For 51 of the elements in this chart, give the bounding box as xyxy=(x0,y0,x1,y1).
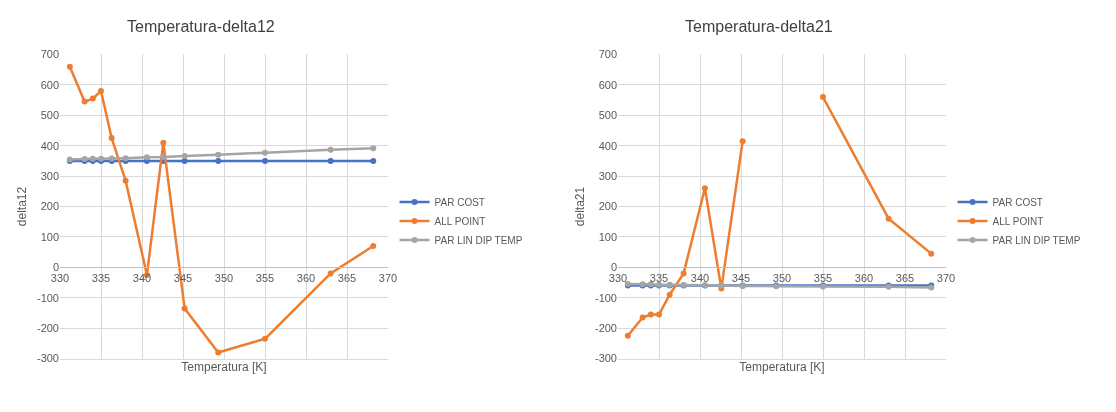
x-tick-label: 355 xyxy=(813,271,833,284)
legend-label: PAR LIN DIP TEMP xyxy=(992,234,1081,246)
y-tick-label: 600 xyxy=(598,78,617,91)
y-tick-label: 100 xyxy=(598,230,617,243)
y-tick-label: 0 xyxy=(610,261,617,274)
x-tick-label: 330 xyxy=(50,271,70,284)
y-tick-label: 400 xyxy=(40,139,59,152)
y-tick-label: 100 xyxy=(40,230,59,243)
legend-label: PAR LIN DIP TEMP xyxy=(434,234,523,246)
legend-label: PAR COST xyxy=(992,196,1043,208)
x-tick-label: 365 xyxy=(337,271,357,284)
y-tick-label: -100 xyxy=(36,291,59,304)
y-tick-label: 200 xyxy=(40,200,59,213)
x-tick-label: 340 xyxy=(690,271,710,284)
x-axis-title: Temperatura [K] xyxy=(739,360,825,375)
x-tick-label: 370 xyxy=(378,271,398,284)
x-tick-label: 370 xyxy=(936,271,956,284)
y-tick-label: 400 xyxy=(598,139,617,152)
chart-title: Temperatura-delta12 xyxy=(127,17,275,35)
y-tick-label: 300 xyxy=(598,169,617,182)
x-axis-title: Temperatura [K] xyxy=(181,360,267,375)
x-tick-label: 360 xyxy=(296,271,316,284)
x-tick-label: 355 xyxy=(255,271,275,284)
x-tick-label: 330 xyxy=(608,271,628,284)
y-tick-label: 300 xyxy=(40,169,59,182)
x-tick-label: 335 xyxy=(649,271,669,284)
y-tick-label: -100 xyxy=(594,291,617,304)
x-tick-label: 350 xyxy=(214,271,234,284)
x-tick-label: 345 xyxy=(731,271,751,284)
x-tick-label: 350 xyxy=(772,271,792,284)
y-tick-label: 700 xyxy=(40,48,59,61)
legend-label: ALL POINT xyxy=(434,215,486,227)
y-tick-label: -300 xyxy=(594,352,617,365)
y-axis-title: delta12 xyxy=(15,186,29,227)
x-tick-label: 360 xyxy=(854,271,874,284)
y-tick-label: 0 xyxy=(52,261,59,274)
x-tick-label: 365 xyxy=(895,271,915,284)
legend-label: PAR COST xyxy=(434,196,485,208)
y-tick-label: -300 xyxy=(36,352,59,365)
y-tick-label: 500 xyxy=(598,109,617,122)
y-tick-label: -200 xyxy=(594,322,617,334)
y-tick-label: 700 xyxy=(598,48,617,61)
y-axis-title: delta21 xyxy=(573,186,587,227)
y-tick-label: 500 xyxy=(40,109,59,122)
x-tick-label: 340 xyxy=(132,271,152,284)
y-tick-label: 600 xyxy=(40,78,59,91)
y-tick-label: 200 xyxy=(598,200,617,213)
legend-label: ALL POINT xyxy=(992,215,1044,227)
x-tick-label: 335 xyxy=(91,271,111,284)
chart-title: Temperatura-delta21 xyxy=(685,17,833,35)
y-tick-label: -200 xyxy=(36,322,59,334)
